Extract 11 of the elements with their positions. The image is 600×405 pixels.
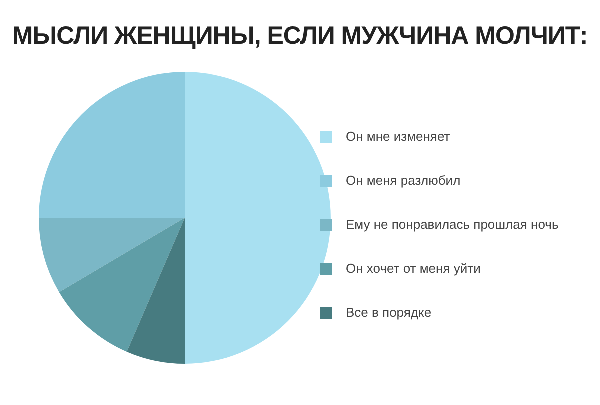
pie-slice [185, 72, 331, 364]
legend-label: Ему не понравилась прошлая ночь [346, 216, 559, 234]
legend-label: Все в порядке [346, 304, 432, 322]
legend-label: Он хочет от меня уйти [346, 260, 481, 278]
legend-label: Он мне изменяет [346, 128, 450, 146]
pie-slice [127, 218, 185, 364]
pie-slice [59, 218, 185, 352]
pie-slice [39, 72, 185, 218]
legend-label: Он меня разлюбил [346, 172, 461, 190]
chart-title: МЫСЛИ ЖЕНЩИНЫ, ЕСЛИ МУЖЧИНА МОЛЧИТ: [11, 22, 589, 51]
pie-slice [39, 218, 185, 292]
